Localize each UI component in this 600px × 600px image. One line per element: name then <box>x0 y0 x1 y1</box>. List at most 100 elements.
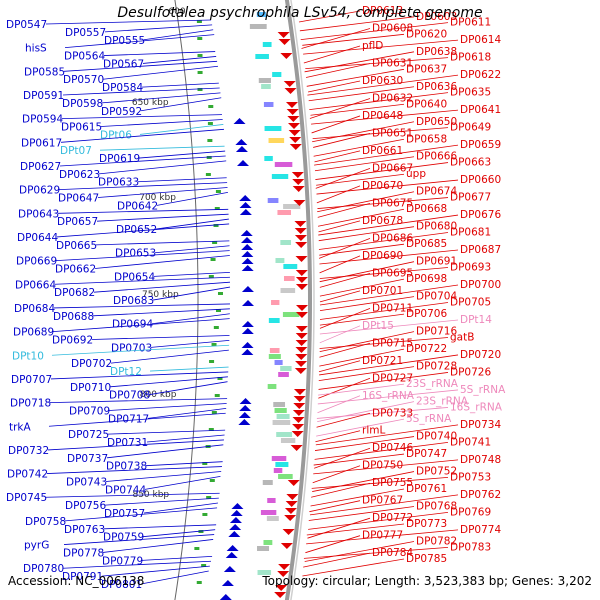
gene-label-right: DP0716 <box>416 326 457 338</box>
forward-gene-arrow <box>277 32 290 38</box>
gene-label-left: DP0633 <box>98 177 139 189</box>
leader-line <box>45 492 220 498</box>
cog-box <box>271 174 289 179</box>
leader-line <box>313 453 405 466</box>
cog-box <box>272 72 282 77</box>
gene-label-right: DP0722 <box>406 343 447 355</box>
forward-gene-arrow <box>275 585 288 591</box>
forward-gene-arrow <box>295 277 308 283</box>
leader-line <box>99 145 225 151</box>
cog-box <box>266 516 279 521</box>
leader-line <box>315 162 449 180</box>
leader-line <box>300 22 449 41</box>
leader-line <box>140 97 222 112</box>
gene-label-left: hisS <box>25 43 47 55</box>
gene-label-right: DP0773 <box>406 518 447 530</box>
gene-label-left: DP0725 <box>68 429 109 441</box>
forward-gene-arrow <box>293 200 306 206</box>
gene-label-left: DP0710 <box>70 382 111 394</box>
forward-gene-arrow <box>295 312 308 318</box>
gene-label-right: DP0659 <box>460 139 501 151</box>
scale-tick <box>197 54 203 57</box>
gene-label-right: DP0772 <box>372 512 413 524</box>
leader-line <box>308 506 415 521</box>
leader-line <box>304 541 415 562</box>
gene-label-right: DP0681 <box>450 227 491 239</box>
cog-box <box>262 42 272 47</box>
gene-label-right: DP0620 <box>406 28 447 40</box>
forward-gene-arrow <box>292 179 305 185</box>
scale-tick <box>215 190 221 193</box>
leader-line <box>138 150 226 159</box>
gene-label-right: DP0755 <box>372 477 413 489</box>
leader-line <box>147 407 227 419</box>
gene-label-right: pflD <box>362 40 383 52</box>
leader-line <box>318 366 415 382</box>
leader-line <box>104 497 219 506</box>
leader-line <box>96 213 229 222</box>
leader-line <box>318 377 371 399</box>
leader-line <box>316 412 371 428</box>
cog-box <box>275 258 285 263</box>
cog-box <box>267 498 276 503</box>
gene-label-left: DP0629 <box>19 185 60 197</box>
leader-line <box>45 19 212 25</box>
leader-line <box>309 98 371 119</box>
gene-label-right: DP0785 <box>406 553 447 565</box>
cog-box <box>262 480 273 485</box>
gene-label-right: DP0667 <box>372 162 413 174</box>
gene-label-right: DP0678 <box>362 215 403 227</box>
scale-tick <box>198 530 204 533</box>
leader-line <box>97 187 228 198</box>
scale-tick <box>211 411 217 414</box>
gene-label-right: DP0728 <box>416 361 457 373</box>
reverse-gene-arrow <box>228 531 241 537</box>
leader-line <box>141 555 213 561</box>
scale-tick <box>213 326 219 329</box>
gene-label-right: DP0622 <box>460 69 501 81</box>
forward-gene-arrow <box>287 116 300 122</box>
reverse-gene-arrow <box>219 594 232 600</box>
reverse-gene-arrow <box>241 286 254 292</box>
leader-line <box>51 344 230 356</box>
scale-tick <box>202 513 208 516</box>
gene-label-right: DP0637 <box>406 63 447 75</box>
leader-line <box>63 534 215 545</box>
cog-box <box>282 312 300 317</box>
leader-line <box>311 482 371 498</box>
leader-line <box>49 398 228 403</box>
leader-line <box>311 109 459 125</box>
forward-gene-arrow <box>278 564 291 570</box>
leader-line <box>299 16 415 32</box>
scale-label: 650 kbp <box>132 98 169 108</box>
leader-line <box>302 558 405 577</box>
cog-box <box>273 468 283 473</box>
leader-line <box>93 281 231 293</box>
gene-label-left: DP0745 <box>6 492 47 504</box>
leader-line <box>143 502 219 514</box>
forward-gene-arrow <box>295 361 308 367</box>
scale-tick <box>209 479 215 482</box>
leader-line <box>153 271 230 277</box>
leader-line <box>319 284 459 306</box>
gene-label-left: DP0642 <box>117 200 158 212</box>
leader-line <box>110 349 229 364</box>
scale-tick <box>207 122 213 125</box>
gene-label-right: DP0649 <box>450 122 491 134</box>
gene-label-right: DP0651 <box>372 127 413 139</box>
gene-label-right: 16S_rRNA <box>362 390 415 402</box>
cog-box <box>264 156 273 161</box>
leader-line <box>104 24 213 33</box>
leader-line <box>309 92 449 111</box>
leader-line <box>156 192 228 206</box>
gene-label-right: DP0608 <box>372 22 413 34</box>
leader-line <box>298 10 361 23</box>
gene-label-left: DP0689 <box>13 327 54 339</box>
forward-gene-arrow <box>294 228 307 234</box>
gene-label-right: DP0721 <box>362 355 403 367</box>
gene-label-right: DP0618 <box>450 52 491 64</box>
gene-label-left: DP0555 <box>104 35 145 47</box>
gene-label-left: DP0627 <box>20 161 61 173</box>
leader-line <box>318 232 449 250</box>
cog-box <box>274 360 283 365</box>
